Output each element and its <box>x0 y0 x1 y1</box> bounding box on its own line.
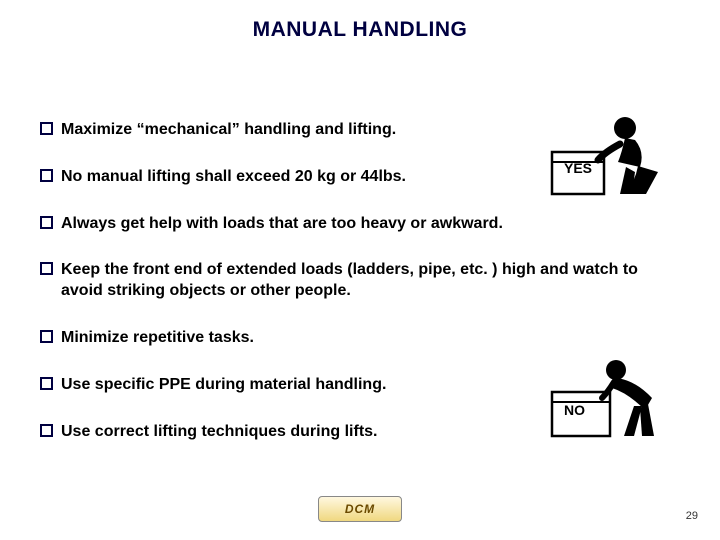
bullet-item: Keep the front end of extended loads (la… <box>40 260 680 302</box>
yes-label: YES <box>564 160 592 176</box>
slide-title: MANUAL HANDLING <box>0 18 720 42</box>
bullet-item: Minimize repetitive tasks. <box>40 328 680 349</box>
bullet-text: Keep the front end of extended loads (la… <box>61 260 680 302</box>
checkbox-icon <box>40 377 53 390</box>
checkbox-icon <box>40 424 53 437</box>
bullet-item: Always get help with loads that are too … <box>40 214 680 235</box>
checkbox-icon <box>40 122 53 135</box>
checkbox-icon <box>40 330 53 343</box>
incorrect-lifting-figure: NO <box>550 358 680 438</box>
bullet-text: Minimize repetitive tasks. <box>61 328 680 349</box>
no-label: NO <box>564 402 585 418</box>
checkbox-icon <box>40 169 53 182</box>
bullet-text: Always get help with loads that are too … <box>61 214 680 235</box>
checkbox-icon <box>40 216 53 229</box>
page-number: 29 <box>686 510 698 522</box>
correct-lifting-figure: YES <box>550 112 680 197</box>
dcm-logo: DCM <box>318 496 402 522</box>
checkbox-icon <box>40 262 53 275</box>
